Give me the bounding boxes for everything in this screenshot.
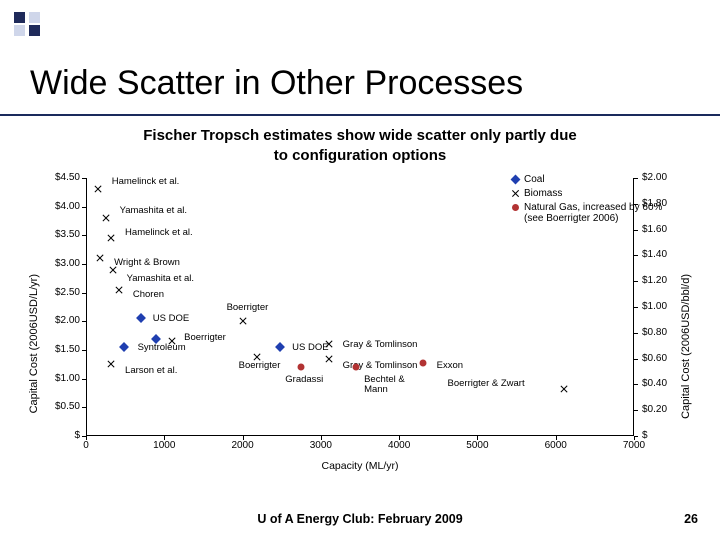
x-tick: 7000 — [623, 440, 645, 451]
y-tick-left: $3.00 — [40, 258, 80, 269]
scatter-chart: Capital Cost (2006USD/L/yr) Capital Cost… — [26, 178, 694, 498]
accent-squares — [14, 12, 40, 36]
accent-sq — [14, 25, 25, 36]
data-point — [94, 186, 101, 193]
x-tick: 0 — [83, 440, 89, 451]
title-rule — [0, 114, 720, 116]
y-tick-left: $4.50 — [40, 172, 80, 183]
legend-swatch — [511, 175, 521, 185]
data-point — [298, 364, 305, 371]
y-tick-left: $ — [40, 430, 80, 441]
data-point-label: Bechtel &Mann — [364, 375, 405, 395]
accent-sq — [29, 12, 40, 23]
data-point — [325, 341, 332, 348]
data-point-label: Syntroleum — [138, 343, 186, 353]
x-tick: 5000 — [466, 440, 488, 451]
x-tick: 1000 — [153, 440, 175, 451]
y-tick-left: $1.50 — [40, 344, 80, 355]
data-point — [108, 235, 115, 242]
data-point — [353, 364, 360, 371]
data-point — [102, 215, 109, 222]
y-tick-left: $1.00 — [40, 373, 80, 384]
data-point — [419, 359, 426, 366]
data-point — [325, 355, 332, 362]
plot-area: CoalBiomassNatural Gas, increased by 60%… — [86, 178, 634, 436]
x-tick: 4000 — [388, 440, 410, 451]
data-point-label: Boerrigter & Zwart — [448, 379, 525, 389]
accent-sq — [29, 25, 40, 36]
legend-label: Biomass — [524, 188, 562, 199]
y-tick-right: $ — [642, 430, 648, 441]
data-point-label: Larson et al. — [125, 366, 177, 376]
y-tick-left: $3.50 — [40, 229, 80, 240]
data-point — [109, 266, 116, 273]
x-tick: 2000 — [231, 440, 253, 451]
data-point — [169, 338, 176, 345]
data-point-label: Gradassi — [285, 375, 323, 385]
x-tick: 6000 — [545, 440, 567, 451]
data-point — [119, 342, 129, 352]
y-tick-right: $0.40 — [642, 378, 667, 389]
y-tick-left: $0.50 — [40, 401, 80, 412]
data-point-label: Exxon — [437, 361, 463, 371]
data-point — [97, 255, 104, 262]
data-point — [275, 342, 285, 352]
data-point-label: Hamelinck et al. — [125, 228, 193, 238]
data-point-label: US DOE — [292, 343, 328, 353]
data-point-label: Boerrigter — [184, 333, 226, 343]
data-point-label: Yamashita et al. — [127, 274, 194, 284]
y-tick-right: $1.80 — [642, 198, 667, 209]
data-point-label: Boerrigter — [227, 303, 269, 313]
x-tick: 3000 — [310, 440, 332, 451]
data-point-label: Wright & Brown — [114, 258, 180, 268]
accent-sq — [14, 12, 25, 23]
x-axis-line — [86, 435, 634, 436]
y-tick-right: $1.40 — [642, 249, 667, 260]
page-title: Wide Scatter in Other Processes — [30, 64, 523, 103]
page-number: 26 — [684, 512, 698, 526]
legend-swatch — [512, 190, 519, 197]
legend-label: Coal — [524, 174, 545, 185]
data-point-label: Gray & Tomlinson — [343, 340, 418, 350]
y-tick-right: $1.20 — [642, 275, 667, 286]
y-tick-left: $4.00 — [40, 201, 80, 212]
data-point — [560, 385, 567, 392]
subtitle: Fischer Tropsch estimates show wide scat… — [139, 126, 581, 165]
y-tick-right: $0.20 — [642, 404, 667, 415]
footer-text: U of A Energy Club: February 2009 — [0, 512, 720, 526]
y-axis-label-right: Capital Cost (2006USD/bbl/d) — [680, 274, 692, 419]
data-point — [136, 314, 146, 324]
data-point-label: Choren — [133, 290, 164, 300]
data-point — [108, 361, 115, 368]
data-point — [239, 318, 246, 325]
data-point-label: US DOE — [153, 314, 189, 324]
y-axis-line-left — [86, 178, 87, 436]
data-point-label: Yamashita et al. — [120, 206, 187, 216]
y-tick-right: $1.60 — [642, 224, 667, 235]
y-tick-right: $0.80 — [642, 327, 667, 338]
legend-swatch — [512, 204, 519, 211]
x-axis-label: Capacity (ML/yr) — [26, 460, 694, 472]
y-tick-right: $1.00 — [642, 301, 667, 312]
y-tick-right: $2.00 — [642, 172, 667, 183]
data-point-label: Boerrigter — [239, 361, 281, 371]
slide: Wide Scatter in Other Processes Fischer … — [0, 0, 720, 540]
y-tick-right: $0.60 — [642, 353, 667, 364]
data-point-label: Hamelinck et al. — [112, 177, 180, 187]
data-point — [115, 286, 122, 293]
y-tick-left: $2.50 — [40, 287, 80, 298]
y-tick-left: $2.00 — [40, 315, 80, 326]
y-axis-label-left: Capital Cost (2006USD/L/yr) — [28, 274, 40, 413]
